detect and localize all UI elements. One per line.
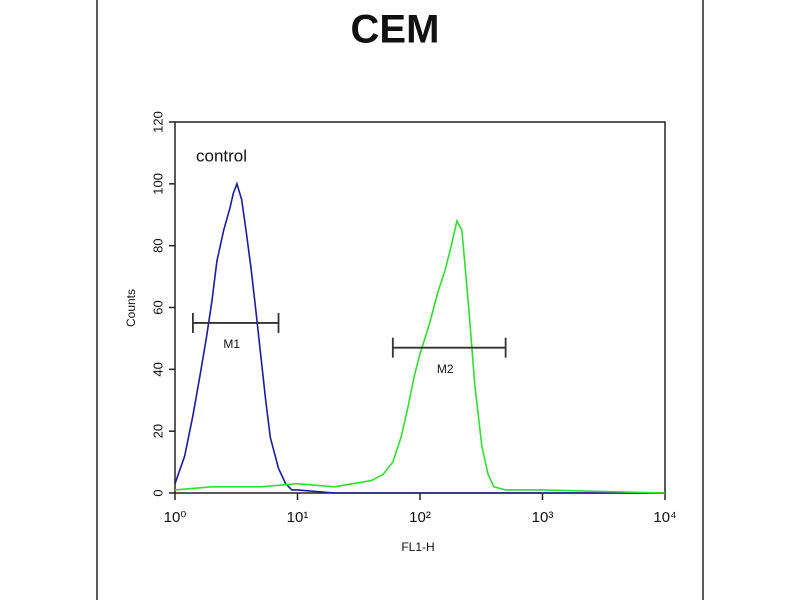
series-line <box>174 181 665 494</box>
y-tick-label: 100 <box>150 173 165 195</box>
y-axis-label: Counts <box>124 289 138 327</box>
annotation: control <box>196 146 247 165</box>
plot-frame <box>174 121 666 494</box>
x-tick-label: 10² <box>409 509 431 526</box>
y-tick-label: 40 <box>150 362 165 376</box>
y-tick-label: 20 <box>150 424 165 438</box>
y-tick-label: 0 <box>150 489 165 496</box>
x-tick-label: 10³ <box>532 509 554 526</box>
x-tick-label: 10⁰ <box>164 509 187 526</box>
x-tick-label: 10¹ <box>287 509 309 526</box>
y-tick-label: 60 <box>150 300 165 314</box>
marker-label: M2 <box>437 362 454 376</box>
y-tick-label: 80 <box>150 238 165 252</box>
chart-title: CEM <box>351 8 440 52</box>
marker-label: M1 <box>223 337 240 351</box>
y-tick-label: 120 <box>150 111 165 133</box>
x-axis-label: FL1-H <box>401 540 434 554</box>
x-tick-label: 10⁴ <box>653 509 676 526</box>
series-line <box>174 218 666 494</box>
